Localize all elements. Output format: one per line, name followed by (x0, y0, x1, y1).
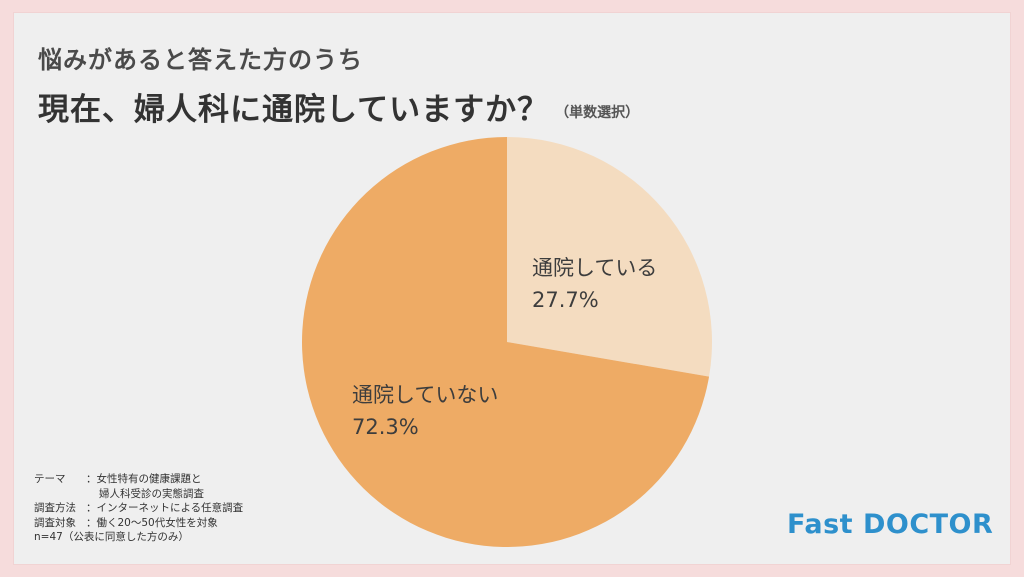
pie-slice-2 (301, 137, 710, 547)
survey-key: 調査方法 (34, 502, 76, 514)
chart-title-note: （単数選択） (555, 104, 640, 121)
pie-slice-1 (507, 137, 712, 377)
fast-doctor-logo: Fast DOCTOR (787, 509, 994, 540)
chart-title-question: 現在、婦人科に通院していますか？ (38, 92, 550, 128)
survey-value: インターネットによる任意調査 (96, 502, 244, 514)
survey-row-n: n=47（公表に同意した方のみ） (34, 530, 243, 545)
chart-title-line1: 悩みがあると答えた方のうち (38, 46, 363, 74)
chart-title-line2: 現在、婦人科に通院していますか？ （単数選択） (38, 84, 639, 129)
survey-value: n=47（公表に同意した方のみ） (34, 531, 189, 543)
survey-sep: ： (86, 516, 97, 529)
survey-sep: ： (86, 473, 97, 485)
slice-value-2: 72.3% (352, 415, 419, 439)
survey-row-theme: テーマ ：女性特有の健康課題と (34, 472, 243, 487)
survey-row-method: 調査方法 ：インターネットによる任意調査 (34, 501, 243, 516)
slice-value-1: 27.7% (532, 288, 599, 312)
survey-notes: テーマ：女性特有の健康課題と 婦人科受診の実態調査 調査方法：インターネットによ… (34, 472, 243, 545)
survey-key: テーマ (34, 473, 66, 485)
slice-label-1: 通院している (532, 256, 657, 280)
survey-value: 働く20〜50代女性を対象 (96, 516, 218, 529)
survey-sep: ： (86, 502, 97, 514)
survey-row-target: 調査対象 ：働く20〜50代女性を対象 (34, 516, 243, 531)
survey-key (34, 487, 86, 502)
survey-sep (86, 487, 99, 502)
survey-value: 婦人科受診の実態調査 (99, 487, 204, 500)
survey-key: 調査対象 (34, 516, 76, 529)
survey-row-theme-cont: 婦人科受診の実態調査 (34, 487, 243, 502)
slice-label-2: 通院していない (352, 383, 498, 407)
survey-value: 女性特有の健康課題と (96, 473, 202, 485)
